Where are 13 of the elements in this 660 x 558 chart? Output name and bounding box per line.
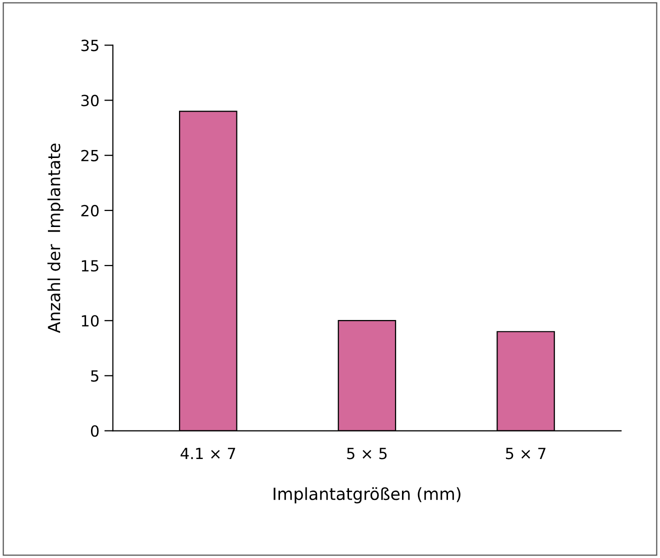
- y-tick-label: 5: [91, 370, 98, 382]
- y-axis-title: Anzahl der Implantate: [47, 144, 64, 334]
- x-tick-label: 5 × 7: [506, 448, 546, 460]
- x-tick-label: 4.1 × 7: [180, 448, 236, 460]
- x-tick-label: 5 × 5: [347, 448, 387, 460]
- y-tick-label: 10: [82, 315, 99, 327]
- y-tick-label: 30: [81, 94, 99, 106]
- y-tick-label: 15: [82, 260, 98, 272]
- y-tick-label: 0: [90, 425, 99, 437]
- y-tick-label: 25: [81, 150, 98, 162]
- y-tick-label: 20: [81, 204, 99, 216]
- x-axis-title: Implantatgrößen (mm): [274, 487, 460, 504]
- y-tick-label: 35: [81, 40, 98, 52]
